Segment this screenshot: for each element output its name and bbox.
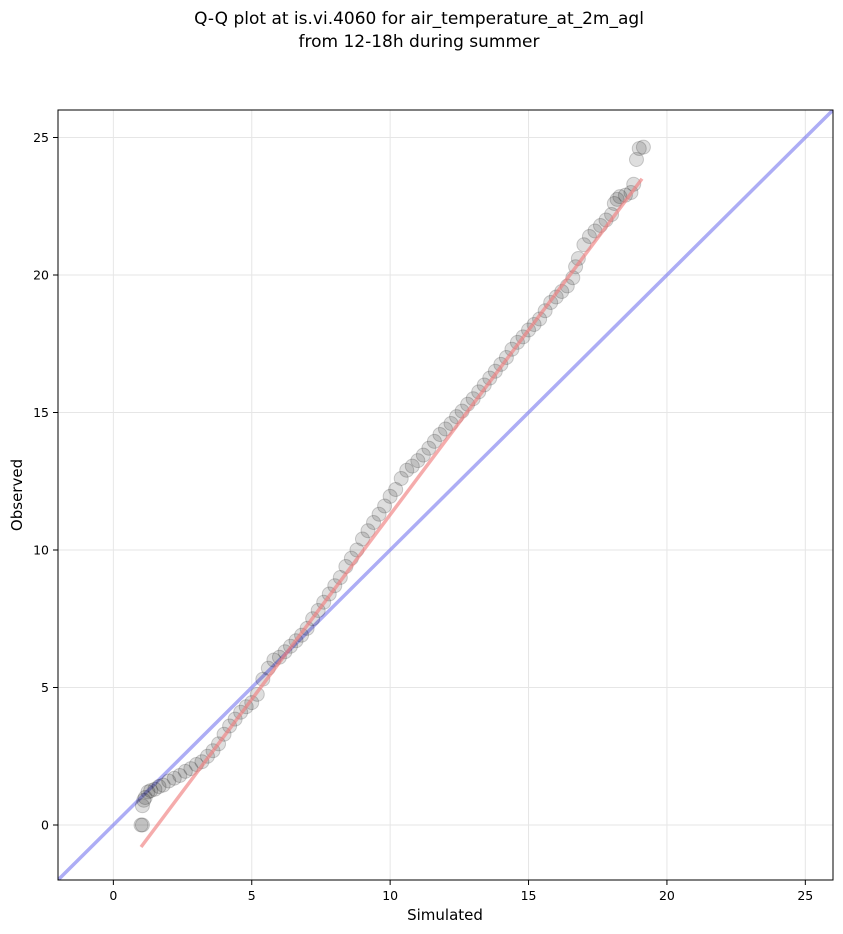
data-point [147, 781, 163, 797]
fit-line [139, 177, 644, 849]
x-tick-label: 0 [109, 888, 117, 903]
chart-title-line-1: Q-Q plot at is.vi.4060 for air_temperatu… [194, 9, 644, 29]
x-axis-ticks: 0 5 10 15 20 25 [109, 880, 813, 903]
grid-lines [58, 110, 833, 880]
data-point [151, 779, 167, 794]
data-point [399, 462, 415, 478]
data-point [393, 471, 409, 486]
data-point [360, 523, 376, 539]
data-point [366, 515, 382, 530]
data-point [415, 447, 431, 463]
x-tick-label: 20 [659, 888, 675, 903]
x-axis-label: Simulated [407, 906, 483, 924]
y-tick-label: 15 [33, 405, 49, 420]
data-point [371, 506, 387, 522]
data-point [631, 141, 647, 156]
data-point [161, 773, 177, 789]
y-tick-label: 10 [33, 543, 49, 558]
data-point [172, 768, 188, 783]
data-point [134, 817, 150, 833]
reference-1to1-line [58, 110, 833, 880]
data-point [177, 763, 193, 779]
data-point [635, 139, 651, 155]
y-axis-ticks: 0 5 10 15 20 25 [33, 130, 58, 833]
plot-frame [57, 109, 834, 881]
y-tick-label: 25 [33, 130, 49, 145]
data-point [137, 790, 153, 805]
data-point [382, 488, 398, 504]
y-axis-label: Observed [8, 459, 26, 531]
data-point [136, 792, 152, 808]
data-point [404, 458, 420, 474]
data-point [140, 784, 156, 800]
data-point [388, 482, 404, 497]
data-point [133, 817, 149, 833]
x-tick-label: 10 [382, 888, 398, 903]
data-point [426, 433, 442, 449]
chart-title-line-2: from 12-18h during summer [299, 32, 540, 52]
y-tick-label: 5 [41, 680, 49, 695]
data-point [134, 798, 150, 814]
y-tick-label: 20 [33, 268, 49, 283]
data-point [143, 783, 159, 799]
data-point [628, 152, 644, 167]
data-point [421, 440, 437, 456]
data-point [581, 229, 597, 244]
data-point [609, 191, 625, 207]
data-point [166, 770, 182, 786]
plot-area [58, 110, 833, 880]
data-point [432, 427, 448, 442]
data-point [377, 498, 393, 514]
y-tick-label: 0 [41, 818, 49, 833]
data-point [410, 453, 426, 469]
x-tick-label: 5 [248, 888, 256, 903]
data-point [354, 531, 370, 547]
x-tick-label: 15 [521, 888, 537, 903]
data-point [155, 777, 171, 793]
x-tick-label: 25 [797, 888, 813, 903]
